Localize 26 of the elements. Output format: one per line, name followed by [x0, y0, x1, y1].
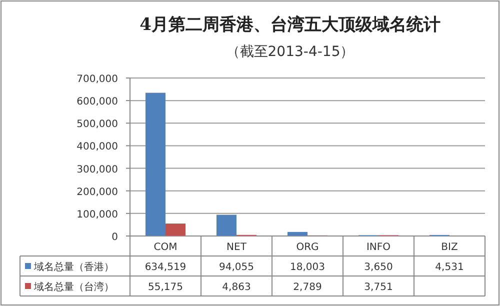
y-tick-label: 0	[112, 232, 118, 243]
y-tick-label: 100,000	[76, 209, 118, 220]
legend-label: 域名总量（香港）	[33, 261, 114, 273]
data-label: 4,863	[222, 282, 251, 293]
y-tick-label: 600,000	[76, 96, 118, 108]
data-label: 3,650	[364, 262, 393, 273]
data-label: 2,789	[293, 282, 322, 293]
x-tick-label: INFO	[366, 242, 391, 253]
data-label: 634,519	[144, 262, 186, 273]
data-label: 3,751	[364, 282, 393, 293]
x-tick-label: COM	[154, 242, 178, 253]
legend-label: 域名总量（台湾）	[33, 281, 114, 293]
x-tick-label: BIZ	[441, 242, 458, 253]
x-tick-label: ORG	[296, 242, 319, 253]
data-label: 94,055	[219, 262, 254, 273]
y-tick-label: 400,000	[76, 142, 118, 153]
data-label: 55,175	[148, 282, 183, 293]
x-tick-label: NET	[226, 242, 248, 253]
y-tick-label: 500,000	[76, 119, 118, 130]
data-label: 4,531	[435, 262, 464, 273]
chart-title: 4月第二周香港、台湾五大顶级域名统计	[140, 15, 440, 35]
data-label: 18,003	[290, 262, 325, 273]
y-tick-label: 200,000	[76, 186, 118, 198]
y-tick-label: 700,000	[76, 74, 118, 85]
chart-subtitle: （截至2013-4-15）	[226, 44, 354, 60]
y-tick-label: 300,000	[76, 164, 118, 176]
